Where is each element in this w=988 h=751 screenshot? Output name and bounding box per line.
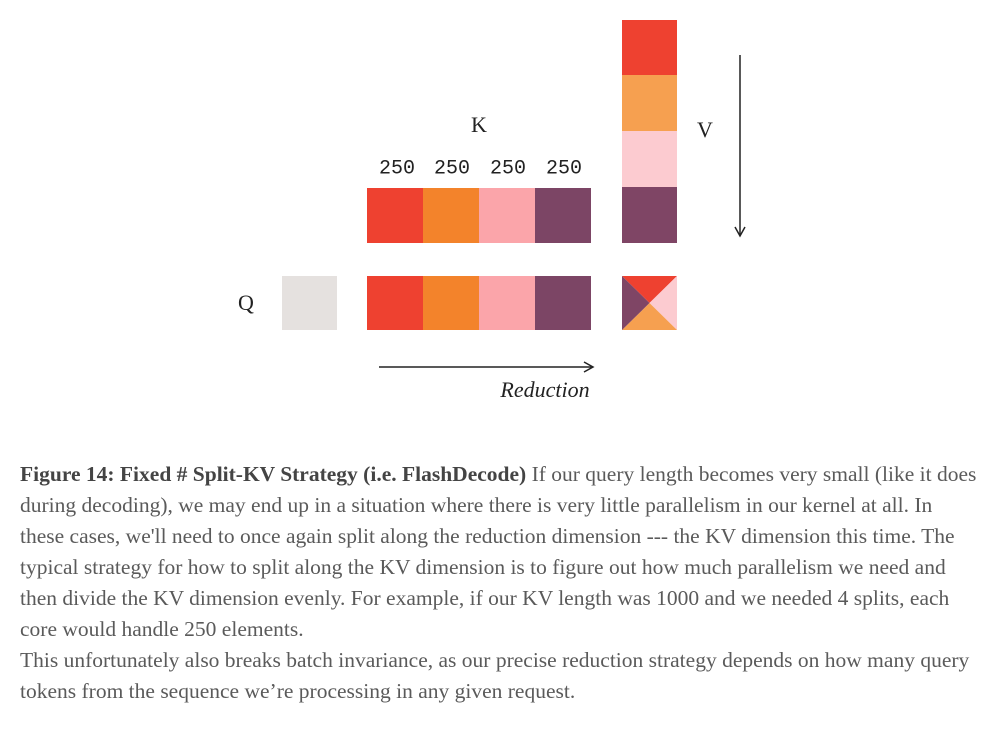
figure-label: Figure 14: Fixed # Split-KV Strategy (i.… [20,462,527,486]
v-arrow [734,55,746,238]
v-label: V [697,117,713,142]
v-block [622,187,677,243]
output-part [622,303,677,330]
caption-text: If our query length becomes very small (… [20,462,977,641]
k-block [423,188,479,243]
arrow-head [734,226,746,238]
caption-paragraph: This unfortunately also breaks batch inv… [20,645,980,707]
q-k-row [367,276,591,330]
qk-block [367,276,423,330]
output-part [649,276,677,330]
k-block [367,188,423,243]
output-part [622,276,650,330]
qk-block [535,276,591,330]
caption-paragraph: Figure 14: Fixed # Split-KV Strategy (i.… [20,459,980,645]
q-label: Q [238,290,254,315]
output-block [622,276,677,330]
split-size: 250 [490,157,526,180]
k-block [535,188,591,243]
v-column [622,20,677,243]
split-size: 250 [379,157,415,180]
caption-text: This unfortunately also breaks batch inv… [20,648,970,703]
q-block [282,276,337,330]
caption: Figure 14: Fixed # Split-KV Strategy (i.… [20,459,980,707]
k-label: K [471,112,487,137]
reduction-arrow [379,361,595,373]
output-part [622,276,677,303]
qk-block [423,276,479,330]
k-block [479,188,535,243]
split-size: 250 [434,157,470,180]
qk-block [479,276,535,330]
v-block [622,131,677,187]
diagram: K 250 250 250 250 Q Reduction V [238,20,746,402]
v-block [622,20,677,75]
k-row [367,188,591,243]
arrow-head [583,361,595,373]
split-size: 250 [546,157,582,180]
v-block [622,75,677,131]
reduction-label: Reduction [499,377,589,402]
